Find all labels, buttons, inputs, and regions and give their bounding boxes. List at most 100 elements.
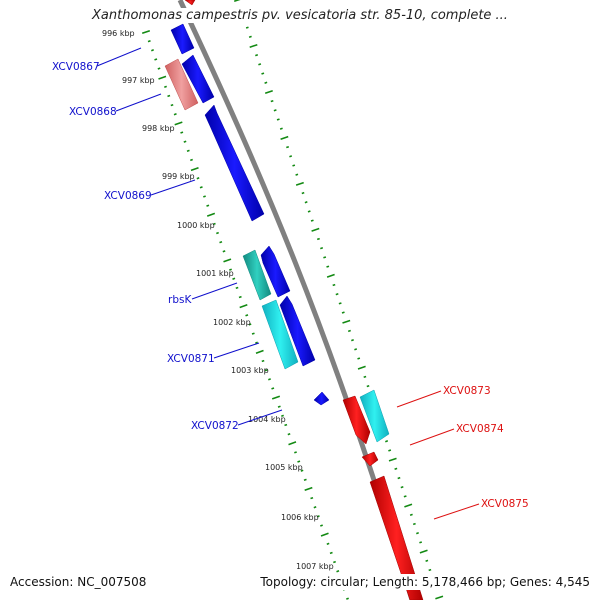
minor-tick	[307, 210, 311, 213]
minor-tick	[281, 414, 284, 418]
minor-tick	[180, 131, 184, 134]
minor-tick	[264, 81, 268, 84]
gene-arrow-xcv0872[interactable]	[313, 391, 330, 406]
minor-tick	[295, 173, 299, 176]
minor-tick	[363, 375, 367, 379]
gene-arrow-forward-2[interactable]	[279, 295, 316, 367]
gene-arrow-teal[interactable]	[242, 249, 272, 301]
major-tick	[342, 319, 351, 324]
gene-label-xcv0868[interactable]: XCV0868	[69, 106, 117, 118]
minor-tick	[222, 250, 226, 253]
gene-arrow-reverse[interactable]	[184, 0, 196, 6]
major-tick	[404, 503, 413, 508]
major-tick	[223, 258, 232, 263]
minor-tick	[277, 405, 281, 408]
major-tick	[158, 75, 167, 80]
genome-backbone	[177, 0, 415, 600]
minor-tick	[203, 195, 206, 198]
gene-label-xcv0875[interactable]: XCV0875	[481, 498, 529, 510]
major-tick	[311, 227, 320, 232]
gene-label-xcv0874[interactable]: XCV0874	[456, 423, 504, 435]
minor-tick	[412, 522, 416, 526]
minor-tick	[219, 241, 223, 244]
gene-arrow-forward[interactable]	[170, 23, 195, 55]
minor-tick	[425, 559, 429, 562]
minor-tick	[397, 476, 401, 480]
outer-scale-track	[233, 0, 444, 600]
gene-arrow-xcv0868[interactable]	[181, 54, 215, 104]
minor-tick	[212, 222, 216, 226]
minor-tick	[394, 467, 398, 471]
gene-arrow-reverse-small[interactable]	[361, 451, 379, 467]
gene-labels-right: XCV0873 XCV0874 XCV0875	[396, 385, 529, 520]
minor-tick	[357, 357, 361, 360]
minor-tick	[261, 359, 265, 363]
minor-tick	[301, 191, 305, 195]
gene-label-xcv0869[interactable]: XCV0869	[104, 190, 152, 202]
major-tick	[233, 0, 241, 3]
minor-tick	[190, 158, 193, 162]
minor-tick	[151, 49, 154, 52]
gene-label-xcv0872[interactable]: XCV0872	[191, 420, 239, 432]
minor-tick	[261, 72, 265, 75]
gene-arrow-xcv0869[interactable]	[204, 104, 265, 222]
minor-tick	[196, 177, 200, 180]
tick-label: 1003 kbp	[231, 366, 269, 375]
gene-label-xcv0871[interactable]: XCV0871	[167, 353, 215, 365]
minor-tick	[270, 99, 274, 103]
minor-tick	[351, 338, 354, 342]
minor-tick	[354, 348, 358, 351]
gene-labels-left: XCV0867 XCV0868 XCV0869 rbsK XCV0871 XCV…	[52, 47, 283, 432]
tick-label: 1000 kbp	[177, 221, 215, 230]
gene-label-xcv0873[interactable]: XCV0873	[443, 385, 491, 397]
tick-label: 996 kbp	[102, 29, 135, 38]
gene-arrow-xcv0874[interactable]	[342, 395, 371, 445]
major-tick	[190, 166, 199, 172]
minor-tick	[326, 542, 330, 545]
major-tick	[295, 181, 304, 186]
minor-tick	[167, 94, 171, 98]
major-tick	[357, 365, 366, 370]
minor-tick	[255, 341, 258, 344]
minor-tick	[289, 155, 293, 158]
minor-tick	[385, 440, 389, 443]
minor-tick	[329, 551, 333, 555]
minor-tick	[419, 541, 423, 544]
tick-label: 998 kbp	[142, 124, 175, 133]
minor-tick	[199, 186, 203, 189]
minor-tick	[347, 329, 351, 333]
gene-label-rbsk[interactable]: rbsK	[168, 294, 192, 306]
minor-tick	[216, 231, 219, 235]
minor-tick	[292, 164, 296, 167]
minor-tick	[164, 85, 167, 89]
major-tick	[239, 304, 248, 309]
minor-tick	[173, 113, 177, 116]
gene-arrow-xcv0873[interactable]	[359, 389, 390, 443]
minor-tick	[366, 384, 370, 388]
reverse-strand-genes	[184, 0, 424, 600]
minor-tick	[183, 140, 187, 143]
major-tick	[419, 549, 428, 554]
major-tick	[141, 29, 151, 35]
gene-arrow-rbsk[interactable]	[260, 245, 291, 298]
major-tick	[320, 532, 329, 537]
minor-tick	[388, 449, 392, 452]
gene-arrow-xcv0871[interactable]	[261, 299, 299, 370]
major-tick	[288, 441, 297, 446]
tick-label: 1005 kbp	[265, 463, 303, 472]
minor-tick	[251, 332, 255, 335]
gene-arrow-xcv0875[interactable]	[369, 475, 424, 600]
minor-tick	[258, 63, 262, 66]
minor-tick	[326, 265, 330, 268]
minor-tick	[310, 496, 314, 500]
topology-summary: Topology: circular; Length: 5,178,466 bp…	[258, 574, 592, 590]
gene-arrow-xcv0867[interactable]	[164, 58, 199, 111]
gene-label-xcv0867[interactable]: XCV0867	[52, 61, 100, 73]
accession-label: Accession: NC_007508	[8, 574, 149, 590]
minor-tick	[273, 109, 277, 112]
minor-tick	[276, 118, 280, 121]
minor-tick	[232, 277, 236, 280]
minor-tick	[320, 247, 324, 250]
minor-tick	[294, 451, 297, 454]
